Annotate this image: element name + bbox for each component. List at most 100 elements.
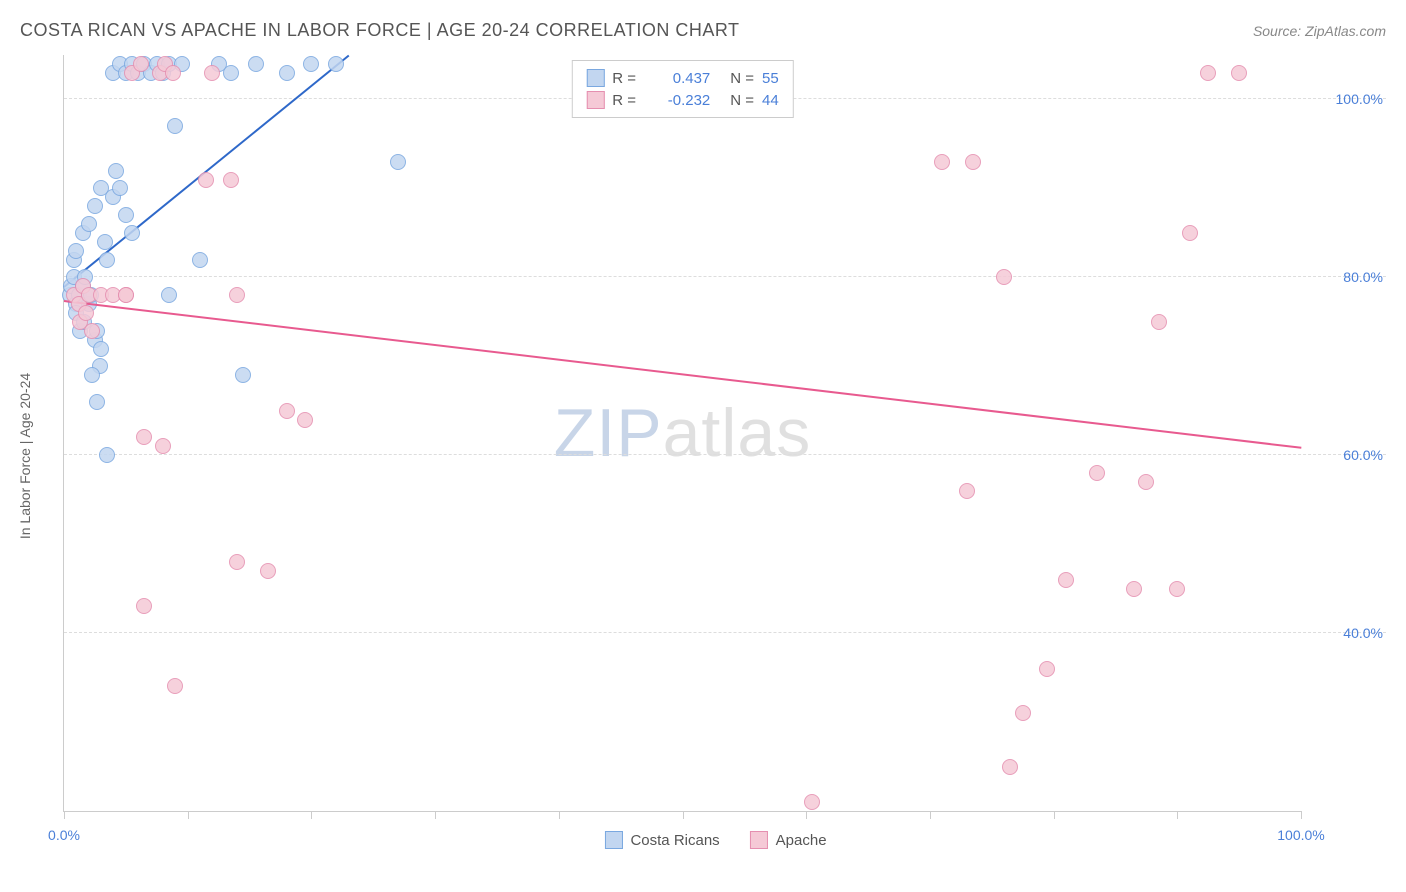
data-point-series2 — [1200, 65, 1216, 81]
y-tick-label: 100.0% — [1308, 91, 1383, 107]
data-point-series2 — [229, 287, 245, 303]
data-point-series1 — [303, 56, 319, 72]
n-value-series2: 44 — [762, 92, 779, 109]
data-point-series1 — [99, 252, 115, 268]
data-point-series1 — [390, 154, 406, 170]
data-point-series1 — [223, 65, 239, 81]
data-point-series2 — [84, 323, 100, 339]
data-point-series1 — [248, 56, 264, 72]
legend-swatch-series1 — [586, 69, 604, 87]
data-point-series2 — [133, 56, 149, 72]
watermark-atlas: atlas — [663, 395, 812, 471]
data-point-series2 — [198, 172, 214, 188]
x-tick — [559, 811, 560, 819]
watermark: ZIPatlas — [554, 394, 811, 472]
legend-swatch-series2 — [586, 91, 604, 109]
legend-series: Costa Ricans Apache — [604, 831, 826, 849]
legend-label-series2: Apache — [776, 832, 827, 849]
data-point-series2 — [297, 412, 313, 428]
r-value-series2: -0.232 — [650, 92, 710, 109]
gridline-horizontal — [64, 632, 1386, 633]
legend-correlation: R = 0.437 N = 55 R = -0.232 N = 44 — [571, 60, 793, 118]
x-tick — [683, 811, 684, 819]
plot-area: ZIPatlas R = 0.437 N = 55 R = -0.232 N =… — [63, 55, 1301, 812]
x-tick — [64, 811, 65, 819]
data-point-series1 — [161, 287, 177, 303]
data-point-series2 — [1015, 705, 1031, 721]
data-point-series1 — [93, 341, 109, 357]
data-point-series2 — [1126, 581, 1142, 597]
data-point-series2 — [1138, 474, 1154, 490]
data-point-series2 — [1089, 465, 1105, 481]
chart-container: In Labor Force | Age 20-24 ZIPatlas R = … — [45, 55, 1386, 857]
y-tick-label: 80.0% — [1308, 269, 1383, 285]
data-point-series2 — [167, 678, 183, 694]
legend-row-series1: R = 0.437 N = 55 — [586, 67, 778, 89]
y-tick-label: 60.0% — [1308, 447, 1383, 463]
data-point-series1 — [97, 234, 113, 250]
legend-label-series1: Costa Ricans — [630, 832, 719, 849]
legend-row-series2: R = -0.232 N = 44 — [586, 89, 778, 111]
source-attribution: Source: ZipAtlas.com — [1253, 23, 1386, 39]
legend-swatch-series1-bottom — [604, 831, 622, 849]
data-point-series1 — [99, 447, 115, 463]
watermark-zip: ZIP — [554, 395, 663, 471]
y-axis-label: In Labor Force | Age 20-24 — [17, 373, 33, 539]
data-point-series1 — [108, 163, 124, 179]
y-tick-label: 40.0% — [1308, 625, 1383, 641]
data-point-series1 — [192, 252, 208, 268]
x-tick — [1301, 811, 1302, 819]
x-tick — [311, 811, 312, 819]
r-label: R = — [612, 92, 642, 109]
x-tick — [806, 811, 807, 819]
data-point-series2 — [260, 563, 276, 579]
data-point-series2 — [78, 305, 94, 321]
data-point-series2 — [118, 287, 134, 303]
gridline-horizontal — [64, 276, 1386, 277]
x-tick — [1177, 811, 1178, 819]
n-label: N = — [730, 70, 754, 87]
data-point-series2 — [136, 598, 152, 614]
data-point-series1 — [112, 180, 128, 196]
n-label: N = — [730, 92, 754, 109]
x-tick — [930, 811, 931, 819]
data-point-series2 — [223, 172, 239, 188]
gridline-horizontal — [64, 454, 1386, 455]
data-point-series1 — [68, 243, 84, 259]
x-tick-label: 100.0% — [1277, 827, 1324, 843]
data-point-series2 — [996, 269, 1012, 285]
legend-swatch-series2-bottom — [750, 831, 768, 849]
data-point-series1 — [84, 367, 100, 383]
legend-item-series1: Costa Ricans — [604, 831, 719, 849]
legend-item-series2: Apache — [750, 831, 827, 849]
data-point-series2 — [1231, 65, 1247, 81]
chart-title: COSTA RICAN VS APACHE IN LABOR FORCE | A… — [20, 20, 740, 41]
data-point-series1 — [81, 216, 97, 232]
data-point-series2 — [1058, 572, 1074, 588]
data-point-series2 — [136, 429, 152, 445]
r-label: R = — [612, 70, 642, 87]
r-value-series1: 0.437 — [650, 70, 710, 87]
n-value-series1: 55 — [762, 70, 779, 87]
data-point-series2 — [1182, 225, 1198, 241]
data-point-series2 — [204, 65, 220, 81]
data-point-series1 — [89, 394, 105, 410]
x-tick-label: 0.0% — [48, 827, 80, 843]
data-point-series2 — [155, 438, 171, 454]
data-point-series1 — [235, 367, 251, 383]
data-point-series2 — [959, 483, 975, 499]
data-point-series2 — [1002, 759, 1018, 775]
data-point-series1 — [279, 65, 295, 81]
x-tick — [1054, 811, 1055, 819]
data-point-series1 — [328, 56, 344, 72]
data-point-series2 — [1151, 314, 1167, 330]
data-point-series2 — [804, 794, 820, 810]
data-point-series2 — [229, 554, 245, 570]
data-point-series1 — [118, 207, 134, 223]
x-tick — [188, 811, 189, 819]
data-point-series1 — [87, 198, 103, 214]
data-point-series2 — [965, 154, 981, 170]
data-point-series2 — [165, 65, 181, 81]
data-point-series1 — [167, 118, 183, 134]
data-point-series1 — [124, 225, 140, 241]
